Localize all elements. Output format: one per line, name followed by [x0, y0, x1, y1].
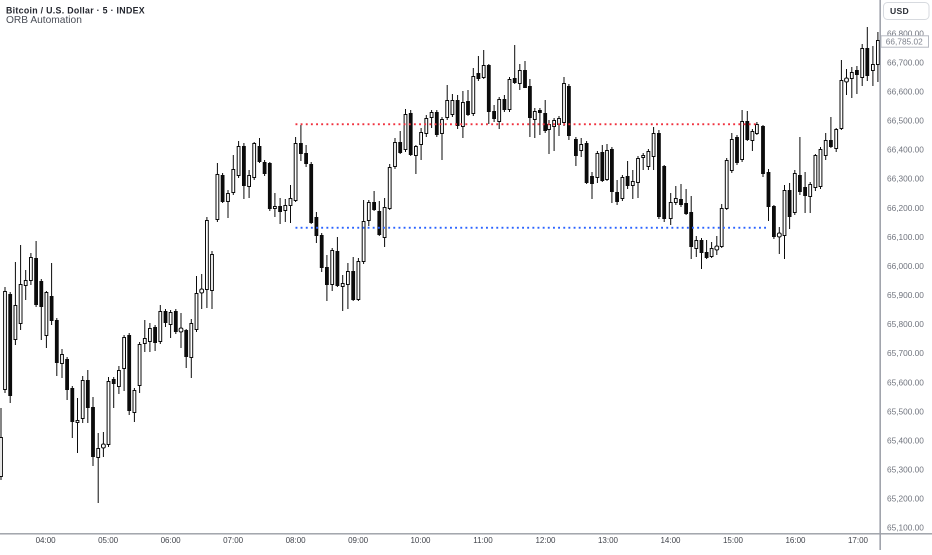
svg-text:11:00: 11:00: [473, 536, 493, 545]
svg-text:66,785.02: 66,785.02: [886, 37, 923, 47]
svg-text:66,300.00: 66,300.00: [887, 174, 924, 184]
svg-text:09:00: 09:00: [348, 536, 369, 545]
svg-text:ORB Automation: ORB Automation: [6, 15, 82, 26]
svg-text:04:00: 04:00: [36, 536, 57, 545]
svg-text:66,500.00: 66,500.00: [887, 116, 924, 126]
svg-text:05:00: 05:00: [98, 536, 119, 545]
svg-text:12:00: 12:00: [535, 536, 556, 545]
svg-text:65,400.00: 65,400.00: [887, 435, 924, 445]
svg-text:66,200.00: 66,200.00: [887, 203, 924, 213]
svg-text:14:00: 14:00: [660, 536, 681, 545]
svg-text:15:00: 15:00: [723, 536, 744, 545]
svg-text:66,400.00: 66,400.00: [887, 145, 924, 155]
svg-text:Bitcoin / U.S. Dollar · 5 · IN: Bitcoin / U.S. Dollar · 5 · INDEX: [6, 5, 145, 15]
svg-text:16:00: 16:00: [785, 536, 806, 545]
svg-text:66,600.00: 66,600.00: [887, 87, 924, 97]
svg-text:66,100.00: 66,100.00: [887, 232, 924, 242]
svg-text:66,000.00: 66,000.00: [887, 261, 924, 271]
svg-text:65,600.00: 65,600.00: [887, 377, 924, 387]
svg-text:17:00: 17:00: [848, 536, 869, 545]
svg-text:65,700.00: 65,700.00: [887, 348, 924, 358]
svg-text:65,800.00: 65,800.00: [887, 319, 924, 329]
svg-text:07:00: 07:00: [223, 536, 244, 545]
svg-text:08:00: 08:00: [286, 536, 307, 545]
svg-text:10:00: 10:00: [410, 536, 431, 545]
svg-text:65,200.00: 65,200.00: [887, 494, 924, 504]
svg-text:06:00: 06:00: [161, 536, 182, 545]
svg-text:65,100.00: 65,100.00: [887, 523, 924, 533]
svg-text:USD: USD: [890, 6, 909, 16]
svg-text:65,500.00: 65,500.00: [887, 406, 924, 416]
svg-text:65,900.00: 65,900.00: [887, 290, 924, 300]
svg-text:13:00: 13:00: [598, 536, 619, 545]
svg-text:66,800.00: 66,800.00: [887, 28, 924, 38]
svg-text:65,300.00: 65,300.00: [887, 465, 924, 475]
svg-text:66,700.00: 66,700.00: [887, 57, 924, 67]
